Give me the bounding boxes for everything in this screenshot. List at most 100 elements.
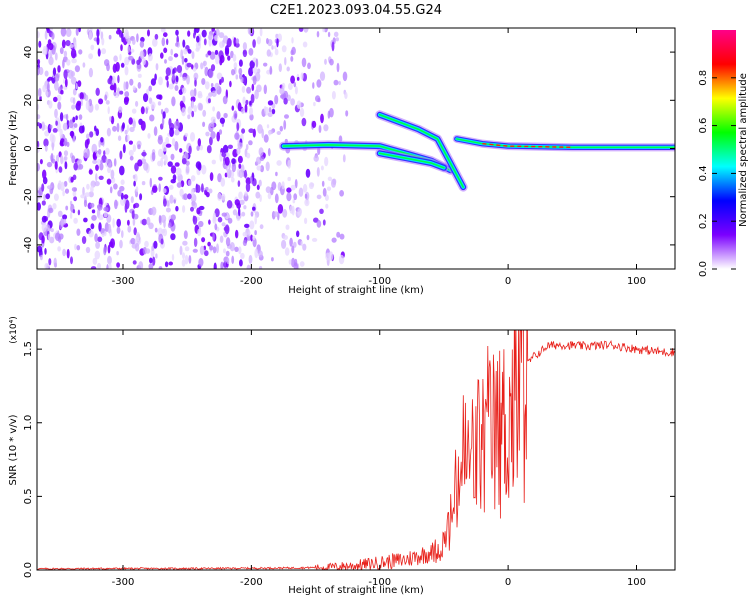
noise-cell bbox=[48, 100, 53, 109]
noise-cell bbox=[187, 114, 191, 120]
noise-cell bbox=[113, 82, 117, 93]
noise-cell bbox=[104, 94, 108, 101]
noise-cell bbox=[202, 109, 207, 117]
noise-cell bbox=[179, 148, 183, 153]
noise-cell bbox=[51, 32, 55, 40]
noise-cell bbox=[209, 172, 214, 182]
noise-cell bbox=[125, 81, 129, 90]
noise-cell bbox=[48, 207, 54, 214]
noise-cell bbox=[73, 123, 78, 128]
noise-cell bbox=[198, 258, 204, 267]
noise-cell bbox=[137, 82, 142, 89]
noise-cell bbox=[119, 53, 122, 61]
noise-cell bbox=[107, 244, 111, 254]
noise-cell bbox=[268, 107, 272, 113]
noise-cell bbox=[107, 106, 110, 115]
noise-cell bbox=[169, 184, 174, 190]
noise-cell bbox=[60, 155, 64, 165]
colorbar: 0.0 0.2 0.4 0.6 0.8 Normalized spectral ampl… bbox=[698, 30, 749, 277]
noise-cell bbox=[103, 246, 107, 256]
figure-title: C2E1.2023.093.04.55.G24 bbox=[270, 3, 442, 18]
noise-cell bbox=[246, 152, 251, 159]
noise-cell bbox=[72, 97, 76, 105]
noise-cell bbox=[52, 203, 57, 210]
noise-cell bbox=[162, 141, 168, 152]
noise-cell bbox=[243, 205, 247, 210]
noise-cell bbox=[145, 107, 148, 114]
noise-cell bbox=[273, 211, 279, 217]
noise-cell bbox=[308, 182, 314, 190]
noise-cell bbox=[73, 162, 78, 171]
noise-cell bbox=[78, 163, 84, 170]
noise-cell bbox=[37, 66, 40, 76]
noise-cell bbox=[192, 215, 198, 225]
noise-cell bbox=[322, 219, 326, 226]
noise-cell bbox=[190, 206, 194, 212]
noise-cell bbox=[125, 199, 130, 210]
noise-cell bbox=[213, 262, 217, 269]
noise-cell bbox=[276, 38, 279, 48]
noise-cell bbox=[103, 150, 106, 156]
noise-cell bbox=[271, 257, 274, 262]
noise-cell bbox=[324, 58, 327, 65]
y-tick-label: 0 bbox=[23, 145, 34, 151]
noise-cell bbox=[55, 232, 61, 241]
noise-cell bbox=[175, 42, 179, 47]
noise-cell bbox=[149, 177, 152, 188]
noise-cell bbox=[324, 194, 329, 201]
noise-cell bbox=[263, 84, 267, 95]
noise-cell bbox=[166, 200, 170, 207]
noise-cell bbox=[132, 144, 137, 152]
noise-cell bbox=[74, 243, 77, 251]
noise-cell bbox=[148, 222, 154, 230]
noise-cell bbox=[71, 104, 76, 110]
noise-cell bbox=[286, 192, 292, 202]
noise-cell bbox=[57, 210, 63, 217]
noise-cell bbox=[211, 28, 215, 32]
noise-cell bbox=[170, 153, 175, 161]
x-tick-label: -100 bbox=[368, 276, 391, 287]
noise-cell bbox=[45, 28, 50, 31]
noise-cell bbox=[52, 67, 57, 76]
noise-cell bbox=[158, 148, 164, 157]
noise-cell bbox=[170, 233, 176, 241]
noise-cell bbox=[117, 135, 122, 141]
noise-cell bbox=[149, 257, 153, 264]
noise-cell bbox=[196, 35, 200, 43]
noise-cell bbox=[171, 138, 176, 146]
noise-cell bbox=[284, 57, 287, 66]
noise-cell bbox=[119, 90, 124, 95]
noise-cell bbox=[336, 62, 340, 73]
noise-cell bbox=[117, 75, 120, 84]
noise-cell bbox=[293, 262, 298, 269]
noise-cell bbox=[256, 165, 262, 171]
noise-cell bbox=[84, 139, 89, 149]
noise-cell bbox=[222, 95, 228, 105]
noise-cell bbox=[44, 130, 50, 137]
noise-cell bbox=[256, 184, 260, 191]
noise-cell bbox=[168, 118, 172, 127]
noise-cell bbox=[186, 75, 190, 85]
noise-cell bbox=[252, 39, 256, 48]
noise-cell bbox=[255, 191, 261, 199]
noise-cell bbox=[135, 186, 139, 193]
noise-cell bbox=[88, 53, 93, 60]
noise-cell bbox=[90, 266, 97, 269]
noise-cell bbox=[235, 38, 240, 45]
noise-cell bbox=[63, 156, 68, 161]
noise-cell bbox=[200, 62, 204, 70]
noise-cell bbox=[239, 73, 243, 80]
noise-cell bbox=[129, 155, 134, 161]
noise-cell bbox=[151, 206, 157, 216]
noise-cell bbox=[143, 93, 149, 103]
noise-cell bbox=[212, 106, 216, 112]
noise-cell bbox=[62, 214, 68, 220]
noise-cell bbox=[144, 240, 149, 248]
noise-cell bbox=[131, 108, 137, 114]
noise-cell bbox=[78, 49, 83, 55]
noise-cell bbox=[252, 206, 256, 211]
noise-cell bbox=[137, 144, 141, 150]
noise-cell bbox=[251, 83, 255, 91]
noise-cell bbox=[105, 147, 110, 155]
noise-cell bbox=[198, 220, 204, 228]
